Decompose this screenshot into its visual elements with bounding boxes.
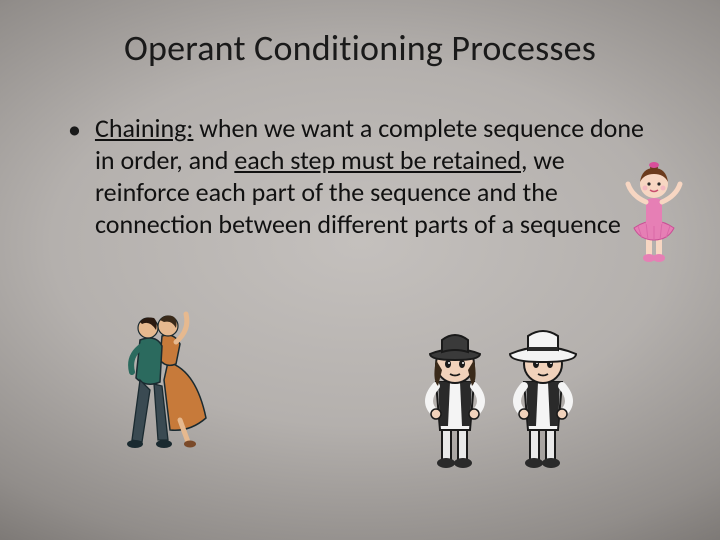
ballerina-clipart-icon	[618, 156, 690, 266]
slide-title: Operant Conditioning Processes	[44, 26, 676, 70]
slide: Operant Conditioning Processes • Chainin…	[0, 0, 720, 540]
dancing-couple-clipart-icon	[110, 300, 220, 450]
bullet-text: Chaining: when we want a complete sequen…	[95, 112, 655, 240]
bullet-underlined-phrase: each step must be retained	[234, 144, 521, 176]
slide-body: • Chaining: when we want a complete sequ…	[44, 112, 676, 240]
bullet-marker-icon: •	[68, 112, 81, 146]
bullet-term: Chaining:	[95, 112, 193, 144]
cowboy-kids-clipart-icon	[408, 320, 588, 470]
bullet-item: • Chaining: when we want a complete sequ…	[68, 112, 668, 240]
